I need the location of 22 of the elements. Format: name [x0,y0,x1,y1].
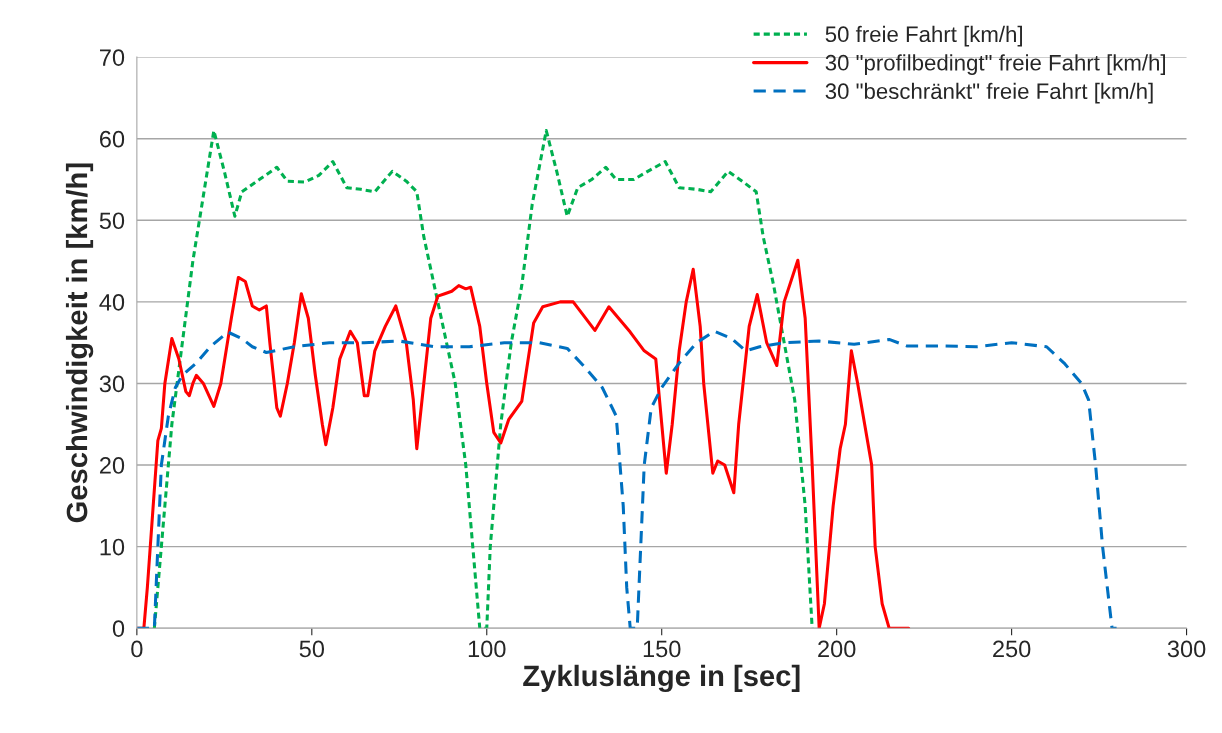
x-tick-label: 200 [818,640,856,658]
x-tick-label: 150 [643,640,681,658]
y-axis-title: Geschwindigkeit in [km/h] [65,163,94,523]
y-tick-label: 0 [112,620,125,637]
y-tick-label: 40 [99,293,125,311]
y-tick-label: 50 [99,212,125,230]
y-tick-label: 30 [99,375,125,393]
y-tick-label: 60 [100,130,125,148]
x-tick-label: 50 [299,640,325,658]
y-tick-label: 70 [100,49,125,66]
y-tick-label: 20 [99,457,125,474]
line-series [152,129,814,629]
legend-label: 30 "profilbedingt" freie Fahrt [km/h] [825,54,1165,75]
x-axis-title: Zykluslänge in [sec] [523,664,800,693]
legend-label: 50 freie Fahrt [km/h] [825,25,1022,47]
x-tick-label: 0 [131,640,143,658]
y-tick-label: 10 [100,538,125,556]
x-tick-label: 250 [993,640,1031,658]
x-tick-label: 300 [1167,640,1206,658]
legend-label: 30 "beschränkt" freie Fahrt [km/h] [825,82,1153,104]
x-tick-label: 100 [468,640,506,658]
line-series [136,329,1119,629]
